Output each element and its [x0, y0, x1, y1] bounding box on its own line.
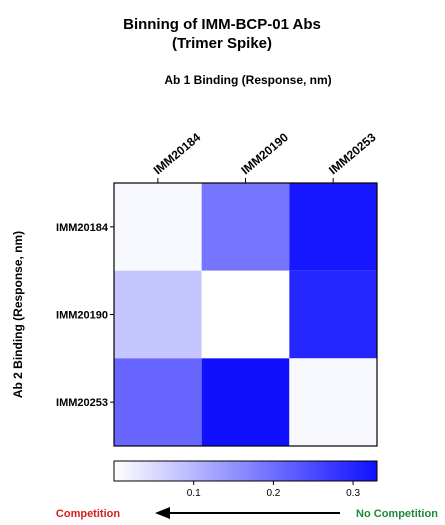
y-tick-label: IMM20253 — [56, 397, 108, 409]
colorbar — [113, 460, 378, 482]
heatmap-cell — [201, 270, 290, 359]
chart-subtitle: (Trimer Spike) — [172, 35, 272, 52]
colorbar-tick-label: 0.1 — [187, 488, 201, 499]
heatmap-cell — [114, 183, 202, 271]
heatmap-cell — [289, 270, 377, 359]
heatmap-cell — [114, 358, 202, 446]
x-tick-label: IMM20184 — [151, 130, 204, 177]
competition-label: Competition — [56, 508, 120, 520]
y-axis-title: Ab 2 Binding (Response, nm) — [11, 231, 25, 398]
heatmap-cell — [201, 183, 290, 271]
x-tick-label: IMM20253 — [326, 130, 379, 177]
colorbar-tick-label: 0.2 — [266, 488, 280, 499]
no-competition-label: No Competition — [356, 508, 438, 520]
y-tick-label: IMM20190 — [56, 310, 108, 322]
heatmap-cell — [289, 183, 377, 271]
y-tick-label: IMM20184 — [56, 222, 109, 234]
heatmap-cell — [114, 270, 202, 359]
chart-title: Binning of IMM-BCP-01 Abs — [123, 16, 321, 33]
x-tick-label: IMM20190 — [238, 130, 291, 177]
x-axis-title: Ab 1 Binding (Response, nm) — [164, 73, 331, 87]
heatmap-cell — [289, 358, 377, 446]
heatmap-cell — [201, 358, 290, 446]
colorbar-tick-label: 0.3 — [346, 488, 360, 499]
competition-arrow-head — [155, 507, 170, 519]
